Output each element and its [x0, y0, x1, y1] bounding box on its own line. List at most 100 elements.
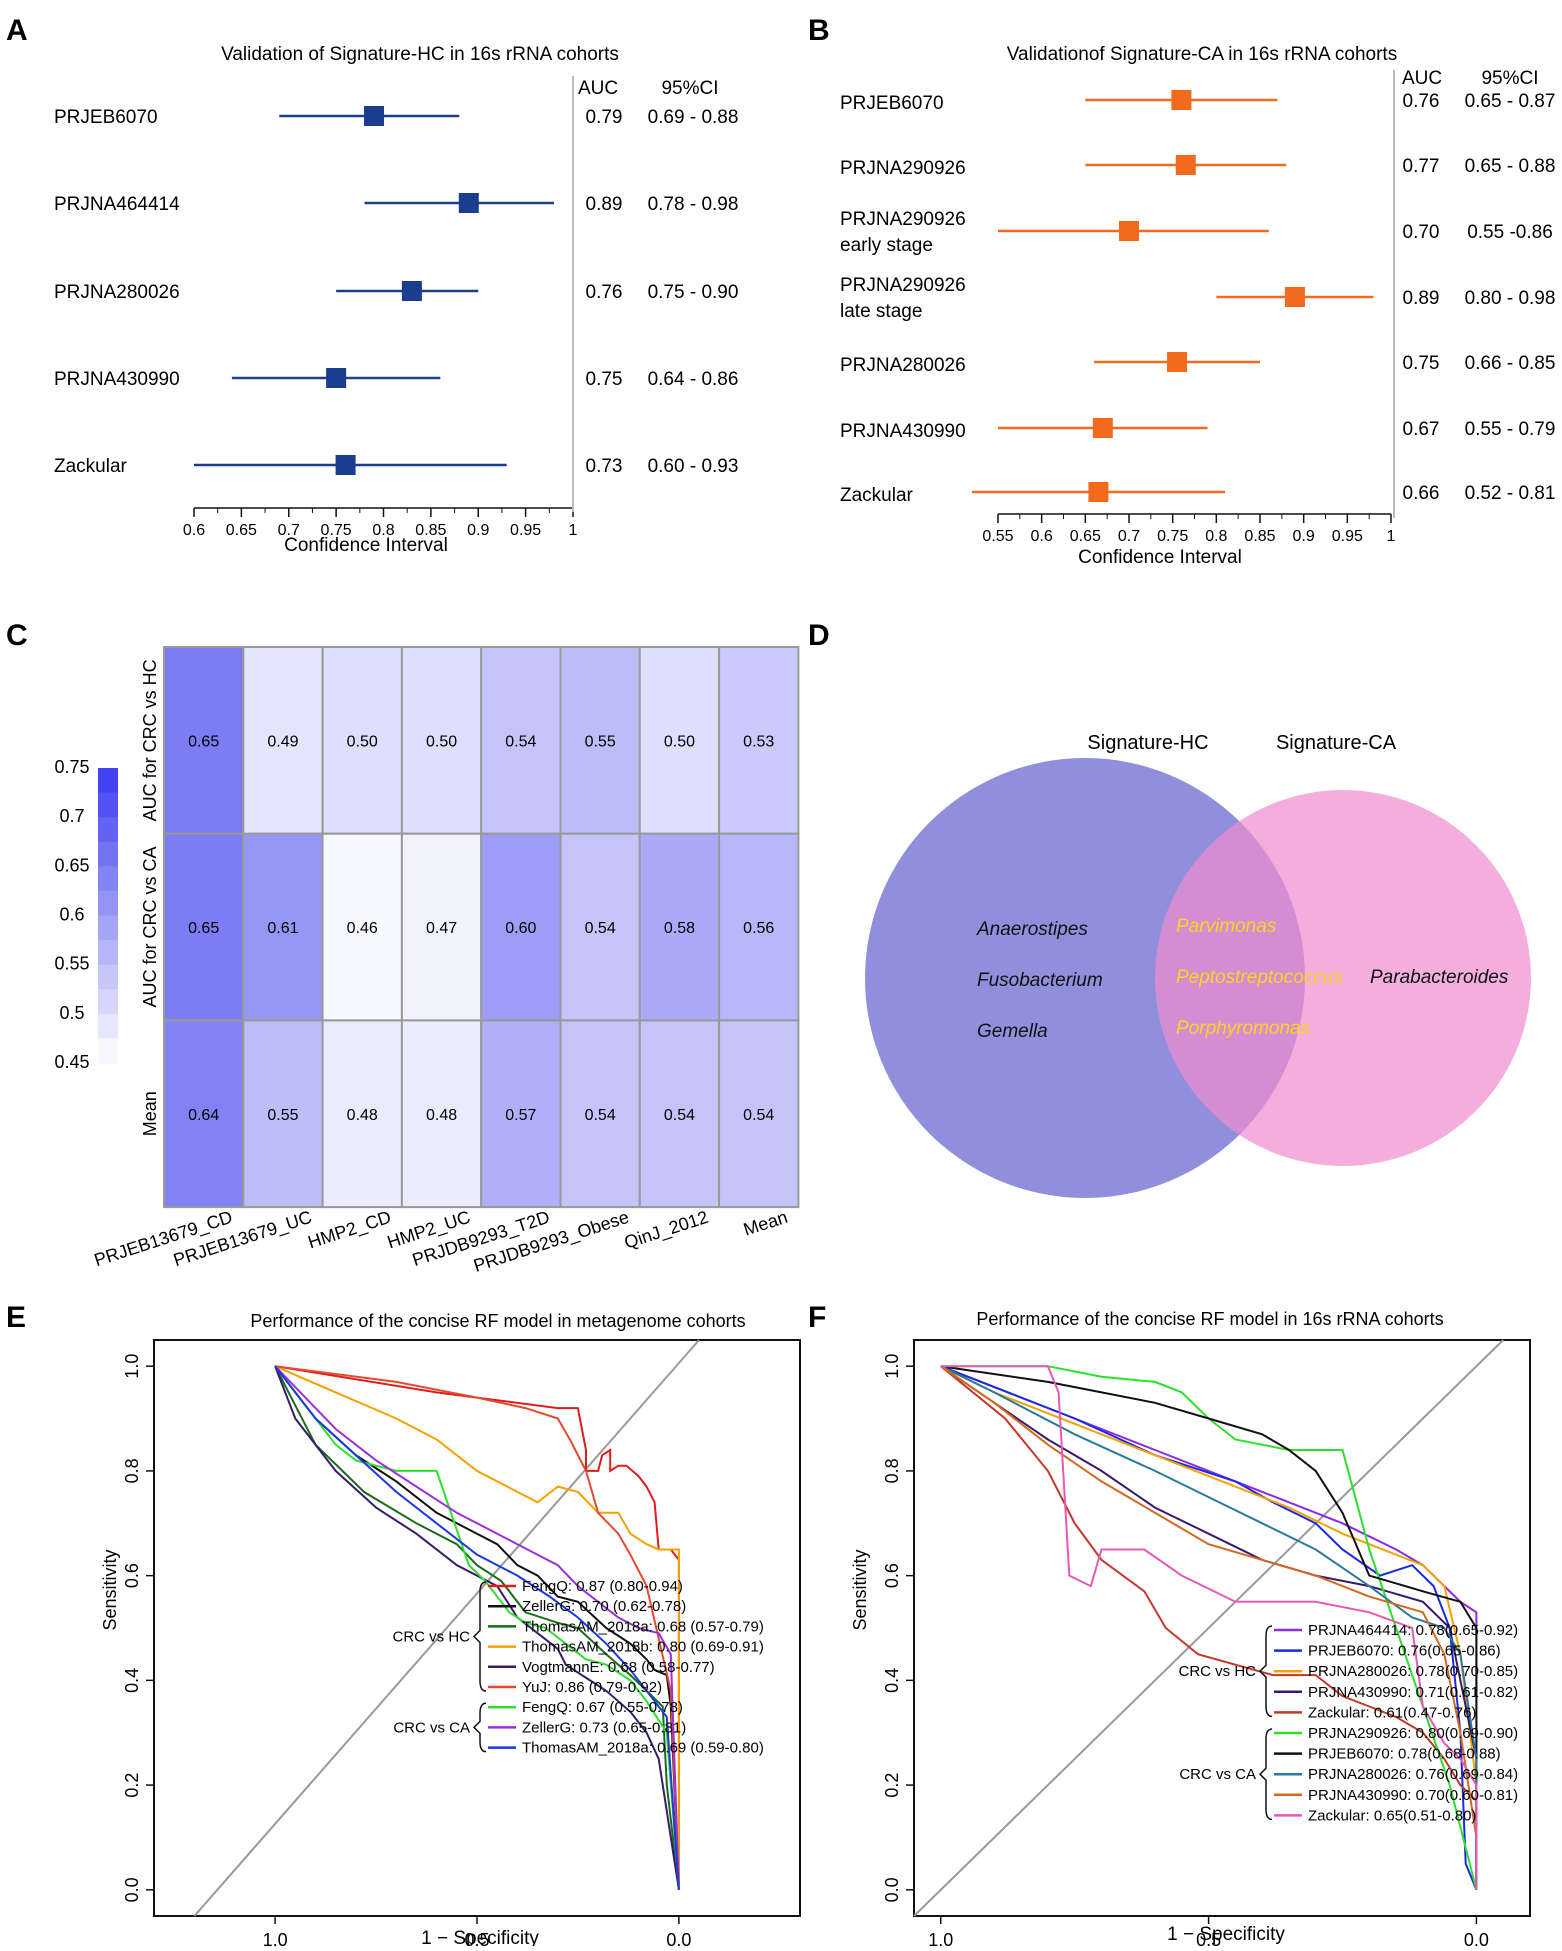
panel-E-plot: 0.0 0.5 1.0 0.0 0.2 0.4 0.6 0.8 1.0 FengQ: 0.87 (…	[122, 1339, 801, 1950]
colorbar-step	[98, 792, 118, 818]
heatmap-cell	[638, 832, 721, 1022]
x-tick-label: 0.8	[372, 522, 394, 539]
colorbar-tick-label: 0.45	[54, 1052, 89, 1072]
x-tick-label: 0.65	[226, 522, 257, 539]
y-tick-label: 1.0	[122, 1354, 142, 1379]
y-tick-label: 0.4	[122, 1668, 142, 1693]
heatmap-value: 0.54	[743, 1107, 774, 1124]
y-tick-label: 0.4	[882, 1668, 902, 1693]
y-tick-label: 0.6	[122, 1563, 142, 1588]
heatmap-value: 0.60	[505, 920, 536, 937]
heatmap-value: 0.61	[267, 920, 298, 937]
panel-B-title: Validationof Signature-CA in 16s rRNA co…	[1007, 44, 1397, 65]
x-tick-label: 0.0	[1464, 1930, 1489, 1946]
auc-marker	[335, 455, 356, 475]
x-tick-label: 0.95	[510, 522, 541, 539]
venn-set2-label: Signature-CA	[1276, 732, 1397, 754]
colorbar-step	[98, 1038, 118, 1064]
row-label: PRJNA290926	[840, 158, 966, 179]
y-tick-label: 0.0	[122, 1877, 142, 1902]
legend-label: PRJNA280026: 0.76(0.69-0.84)	[1308, 1766, 1518, 1783]
y-tick-label: 0.6	[882, 1563, 902, 1588]
y-tick-label: 0.0	[882, 1877, 902, 1902]
roc-curve	[274, 1365, 680, 1890]
ci-value: 0.65 - 0.88	[1465, 156, 1556, 177]
row-label: PRJEB6070	[840, 93, 944, 114]
ci-value: 0.52 - 0.81	[1465, 483, 1556, 504]
heatmap-value: 0.50	[664, 733, 695, 750]
panel-A: Validation of Signature-HC in 16s rRNA c…	[54, 44, 738, 556]
ci-value: 0.80 - 0.98	[1465, 288, 1556, 309]
panel-letter-F: F	[808, 1301, 826, 1334]
row-label: PRJNA430990	[840, 421, 966, 442]
x-tick-label: 0.7	[278, 522, 300, 539]
heatmap-value: 0.64	[188, 1107, 219, 1124]
heatmap-value: 0.50	[347, 733, 378, 750]
heatmap-cell	[718, 832, 800, 1022]
row-sublabel: late stage	[840, 301, 922, 322]
heatmap-cell	[321, 646, 403, 835]
roc-curve	[940, 1365, 1478, 1891]
auc-value: 0.76	[1403, 91, 1440, 112]
heatmap-cell	[718, 1019, 800, 1209]
auc-marker	[1171, 90, 1192, 110]
heatmap-cell	[638, 646, 721, 835]
heatmap-row-label: Mean	[140, 1091, 160, 1136]
auc-value: 0.89	[586, 194, 623, 215]
colorbar-tick-label: 0.5	[59, 1003, 84, 1023]
colorbar-step	[98, 817, 118, 843]
venn-set1-label: Signature-HC	[1087, 732, 1208, 754]
legend-brace	[1258, 1728, 1273, 1821]
x-tick-label: 0.65	[1070, 528, 1101, 545]
colorbar-step	[98, 768, 118, 794]
colorbar-step	[98, 989, 118, 1015]
x-tick-label: 0.5	[1196, 1930, 1221, 1946]
auc-marker	[1119, 221, 1139, 241]
panel-A-auc-header: AUC	[578, 78, 618, 99]
ci-value: 0.66 - 0.85	[1465, 353, 1556, 374]
panel-A-title: Validation of Signature-HC in 16s rRNA c…	[221, 44, 619, 65]
legend-group-label: CRC vs HC	[393, 1629, 471, 1646]
y-tick-label: 1.0	[882, 1354, 902, 1379]
roc-curve	[940, 1365, 1478, 1890]
row-label: PRJNA280026	[840, 355, 966, 376]
auc-value: 0.67	[1403, 419, 1440, 440]
legend-label: YuJ: 0.86 (0.79-0.92)	[522, 1679, 662, 1696]
auc-marker	[1088, 482, 1109, 502]
panel-E-xlabel: 1 − Specificity	[421, 1928, 539, 1946]
heatmap-col-label: QinJ_2012	[622, 1207, 711, 1254]
x-tick-label: 1.0	[928, 1930, 953, 1946]
row-label: Zackular	[54, 456, 128, 477]
panel-E-ylabel: Sensitivity	[100, 1549, 120, 1630]
legend-label: FengQ: 0.87 (0.80-0.94)	[522, 1578, 683, 1595]
colorbar-step	[98, 915, 118, 941]
legend-label: VogtmannE: 0.68 (0.58-0.77)	[522, 1659, 715, 1676]
y-tick-label: 0.2	[882, 1773, 902, 1798]
heatmap-cell	[559, 1019, 641, 1209]
row-label: PRJNA290926	[840, 275, 966, 296]
auc-value: 0.77	[1403, 156, 1440, 177]
row-label: PRJEB6070	[54, 107, 158, 128]
roc-curve	[940, 1365, 1478, 1890]
legend-label: Zackular: 0.61(0.47-0.76)	[1308, 1704, 1476, 1721]
panel-B: Validationof Signature-CA in 16s rRNA co…	[840, 44, 1555, 568]
heatmap-row-label: AUC for CRC vs CA	[140, 847, 160, 1008]
legend-label: ThomasAM_2018a: 0.69 (0.59-0.80)	[522, 1740, 764, 1757]
auc-value: 0.66	[1403, 483, 1440, 504]
colorbar-step	[98, 866, 118, 892]
colorbar-step	[98, 890, 118, 916]
legend-label: ZellerG: 0.70 (0.62-0.78)	[522, 1598, 686, 1615]
x-tick-label: 0.6	[1031, 528, 1053, 545]
auc-marker	[326, 368, 347, 388]
auc-value: 0.75	[1403, 353, 1440, 374]
heatmap-value: 0.55	[585, 733, 616, 750]
heatmap-cell	[163, 646, 245, 835]
ci-value: 0.75 - 0.90	[648, 282, 739, 303]
heatmap-value: 0.54	[505, 733, 536, 750]
x-tick-label: 0.0	[666, 1930, 691, 1946]
panel-F-title: Performance of the concise RF model in 1…	[976, 1309, 1443, 1329]
colorbar-tick-label: 0.7	[59, 806, 84, 826]
row-label: Zackular	[840, 485, 914, 506]
y-tick-label: 0.2	[122, 1773, 142, 1798]
